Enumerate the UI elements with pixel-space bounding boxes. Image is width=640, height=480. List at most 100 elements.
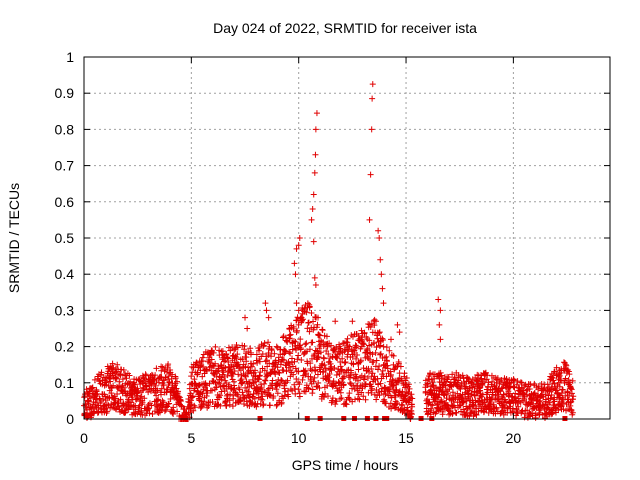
data-point	[373, 344, 380, 351]
data-point	[312, 282, 319, 289]
data-point	[306, 328, 313, 335]
grid-lines	[84, 57, 610, 419]
data-point	[297, 336, 304, 343]
data-point	[567, 399, 574, 406]
data-point	[341, 359, 348, 366]
data-point	[275, 354, 282, 361]
data-point	[91, 376, 98, 383]
data-point	[143, 372, 150, 379]
data-point	[360, 365, 367, 372]
data-point	[313, 110, 320, 117]
data-point	[138, 407, 145, 414]
data-point	[158, 391, 165, 398]
data-point	[336, 370, 343, 377]
data-point	[309, 206, 316, 213]
data-point	[489, 391, 496, 398]
data-point	[231, 346, 238, 353]
data-point	[551, 398, 558, 405]
data-point	[441, 391, 448, 398]
data-point	[332, 318, 339, 325]
data-point	[263, 307, 270, 314]
data-point	[295, 307, 302, 314]
data-point	[203, 366, 210, 373]
data-point	[263, 357, 270, 364]
data-point	[292, 390, 299, 397]
data-point	[310, 238, 317, 245]
data-point	[235, 393, 242, 400]
data-point	[367, 324, 374, 331]
data-point	[145, 389, 152, 396]
data-point	[469, 384, 476, 391]
data-point	[276, 370, 283, 377]
data-point	[497, 378, 504, 385]
data-point	[167, 395, 174, 402]
data-point	[174, 408, 181, 415]
data-point	[513, 381, 520, 388]
data-point	[239, 389, 246, 396]
data-point	[209, 387, 216, 394]
data-point	[153, 365, 160, 372]
y-tick-labels: 0 0.1 0.2 0.3 0.4 0.5 0.6 0.7 0.8 0.9 1	[55, 49, 75, 427]
data-point	[281, 392, 288, 399]
data-point	[307, 360, 314, 367]
data-point	[309, 339, 316, 346]
data-point	[293, 329, 300, 336]
data-point	[239, 380, 246, 387]
data-point	[399, 402, 406, 409]
data-point	[223, 402, 230, 409]
data-point	[489, 378, 496, 385]
data-point	[334, 355, 341, 362]
data-point	[98, 369, 105, 376]
data-point	[372, 349, 379, 356]
data-point	[275, 369, 282, 376]
data-point	[278, 399, 285, 406]
data-point	[547, 395, 554, 402]
data-point	[530, 391, 537, 398]
data-point	[294, 356, 301, 363]
data-point	[188, 394, 195, 401]
data-point	[409, 403, 416, 410]
data-point	[392, 386, 399, 393]
x-tick-label: 0	[80, 430, 88, 446]
data-point	[114, 361, 121, 368]
data-point	[242, 372, 249, 379]
data-point	[383, 358, 390, 365]
data-point	[284, 338, 291, 345]
data-point	[312, 367, 319, 374]
data-point	[459, 372, 466, 379]
data-point	[510, 376, 517, 383]
data-point	[314, 321, 321, 328]
data-point	[253, 351, 260, 358]
data-point	[372, 318, 379, 325]
data-point	[498, 398, 505, 405]
x-axis-label: GPS time / hours	[292, 457, 399, 473]
data-point	[328, 342, 335, 349]
x-tick-label: 5	[187, 430, 195, 446]
data-point	[262, 358, 269, 365]
data-point	[273, 402, 280, 409]
data-point	[551, 368, 558, 375]
data-point	[540, 402, 547, 409]
data-point	[216, 380, 223, 387]
data-point	[386, 347, 393, 354]
data-point	[226, 381, 233, 388]
data-point	[217, 402, 224, 409]
data-point	[356, 396, 363, 403]
data-point	[261, 340, 268, 347]
data-point	[494, 375, 501, 382]
data-point	[295, 352, 302, 359]
data-point	[544, 405, 551, 412]
data-points	[81, 81, 577, 422]
data-point	[303, 340, 310, 347]
data-point	[218, 388, 225, 395]
data-point	[338, 395, 345, 402]
data-point	[493, 405, 500, 412]
data-point	[536, 409, 543, 416]
data-point	[364, 353, 371, 360]
data-point	[343, 401, 350, 408]
data-point	[110, 382, 117, 389]
data-point	[401, 370, 408, 377]
data-point	[302, 341, 309, 348]
data-point	[236, 386, 243, 393]
data-point	[125, 406, 132, 413]
